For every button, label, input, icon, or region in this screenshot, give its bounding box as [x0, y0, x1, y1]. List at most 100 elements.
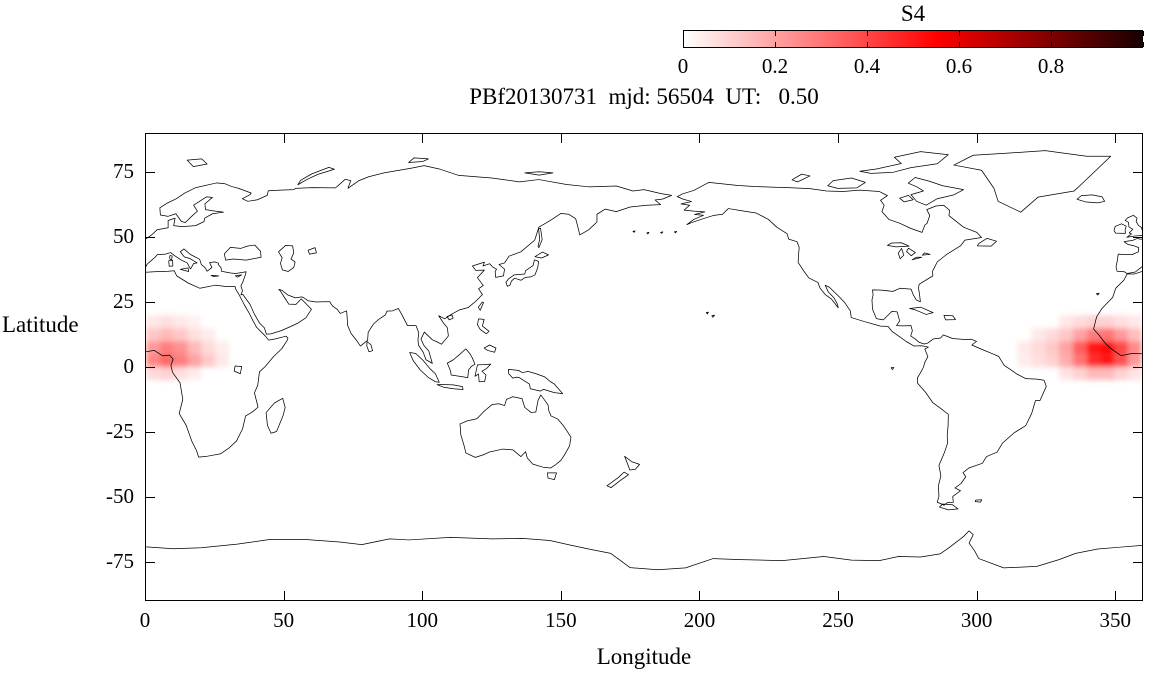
- coastline-path: [828, 178, 866, 188]
- heat-cell: [146, 367, 160, 380]
- y-tick-label: 75: [113, 159, 134, 183]
- y-tick-mark: [146, 172, 155, 173]
- heat-cell: [1114, 341, 1129, 355]
- heat-cell: [1100, 341, 1115, 355]
- coastline-path: [712, 315, 715, 317]
- colorbar-tick-mark-top: [775, 31, 776, 36]
- coastline-path: [944, 315, 956, 319]
- heat-cell: [1045, 328, 1059, 342]
- heat-cell: [187, 328, 202, 342]
- heat-cell: [159, 367, 174, 380]
- heat-cell: [1086, 328, 1101, 342]
- heat-cell: [146, 315, 160, 329]
- coastline-path: [891, 368, 894, 370]
- heat-cell: [1128, 367, 1142, 380]
- heat-cell: [187, 315, 202, 329]
- x-tick-mark-top: [560, 134, 562, 143]
- coastline-path: [508, 369, 562, 393]
- y-tick-mark: [146, 302, 155, 303]
- x-tick-label: 350: [1099, 608, 1132, 632]
- coastline-path: [447, 315, 453, 320]
- coastline-path: [860, 152, 949, 174]
- coastline-path: [661, 232, 663, 234]
- heat-cell: [173, 341, 188, 355]
- colorbar-tick-label: 0.2: [761, 54, 789, 78]
- heat-cell: [1114, 328, 1129, 342]
- coastline-path: [547, 473, 556, 480]
- coastline-path: [910, 307, 934, 314]
- heat-cell: [1031, 328, 1046, 342]
- heat-cell: [1059, 315, 1073, 329]
- x-tick-label: 300: [960, 608, 993, 632]
- coastline-path: [477, 319, 489, 334]
- heat-cell: [146, 341, 160, 355]
- y-tick-label: -50: [106, 484, 134, 508]
- heat-cell: [187, 354, 202, 367]
- colorbar-title: S4: [900, 1, 926, 26]
- heat-cell: [215, 354, 229, 367]
- y-tick-label: 25: [113, 289, 134, 313]
- coastline-path: [475, 364, 491, 382]
- heat-cell: [1017, 354, 1032, 367]
- colorbar-tick-mark: [683, 42, 684, 47]
- coastline-path: [538, 228, 542, 247]
- heat-cell: [1086, 341, 1101, 355]
- coastline-path: [922, 253, 930, 255]
- heat-cell: [146, 354, 160, 367]
- coastline-path: [977, 238, 996, 246]
- heat-cell: [1072, 354, 1087, 367]
- coastline-path: [1096, 293, 1099, 295]
- heat-cell: [201, 328, 216, 342]
- x-tick-label: 0: [139, 608, 151, 632]
- x-tick-mark-top: [145, 134, 146, 143]
- y-tick-mark-right: [1133, 302, 1142, 303]
- plot-area: [145, 133, 1143, 601]
- heat-cell: [1031, 341, 1046, 355]
- heat-cell: [1059, 328, 1073, 342]
- colorbar-tick-mark: [867, 42, 868, 47]
- heat-cell: [201, 354, 216, 367]
- heat-cell: [1100, 328, 1115, 342]
- coastline-path: [478, 302, 483, 310]
- heat-cell: [201, 341, 216, 355]
- coastline-path: [1077, 195, 1105, 203]
- heat-cell: [1072, 341, 1087, 355]
- colorbar-tick-mark-top: [683, 31, 684, 36]
- x-tick-mark-top: [976, 134, 978, 143]
- colorbar-tick-label: 0.8: [1037, 54, 1065, 78]
- heat-cell: [1031, 354, 1046, 367]
- y-tick-mark: [146, 497, 155, 498]
- colorbar-tick-mark: [775, 42, 776, 47]
- x-axis-label: Longitude: [596, 644, 692, 669]
- heat-cell: [1114, 354, 1129, 367]
- colorbar-tick-mark: [1051, 42, 1052, 47]
- heat-cell: [159, 341, 174, 355]
- coastline-path: [706, 312, 708, 314]
- x-tick-label: 250: [822, 608, 854, 632]
- heat-cell: [215, 341, 229, 355]
- heat-cell: [1100, 315, 1115, 329]
- coastline-path: [169, 260, 173, 266]
- coastline-path: [146, 531, 1142, 570]
- coastline-path: [625, 456, 640, 470]
- colorbar-tick-label: 0.4: [853, 54, 881, 78]
- x-tick-mark-top: [283, 134, 285, 143]
- colorbar-tick-mark-top: [867, 31, 868, 36]
- heat-cell: [1017, 341, 1032, 355]
- y-tick-mark: [146, 562, 155, 563]
- coastline-path: [235, 275, 241, 277]
- x-tick-mark: [422, 591, 424, 600]
- coastline-path: [447, 349, 475, 378]
- coastline-path: [954, 151, 1111, 213]
- coastline-path: [437, 385, 463, 390]
- heat-cell: [159, 354, 174, 367]
- x-tick-mark: [838, 591, 840, 600]
- coastline-path: [633, 231, 635, 233]
- x-tick-mark: [560, 591, 562, 600]
- coastline-path: [506, 260, 539, 286]
- coastline-path: [1125, 215, 1142, 237]
- x-tick-label: 50: [273, 608, 295, 632]
- heat-cell: [1059, 354, 1073, 367]
- heat-cell: [1128, 354, 1142, 367]
- coastline-path: [535, 252, 549, 258]
